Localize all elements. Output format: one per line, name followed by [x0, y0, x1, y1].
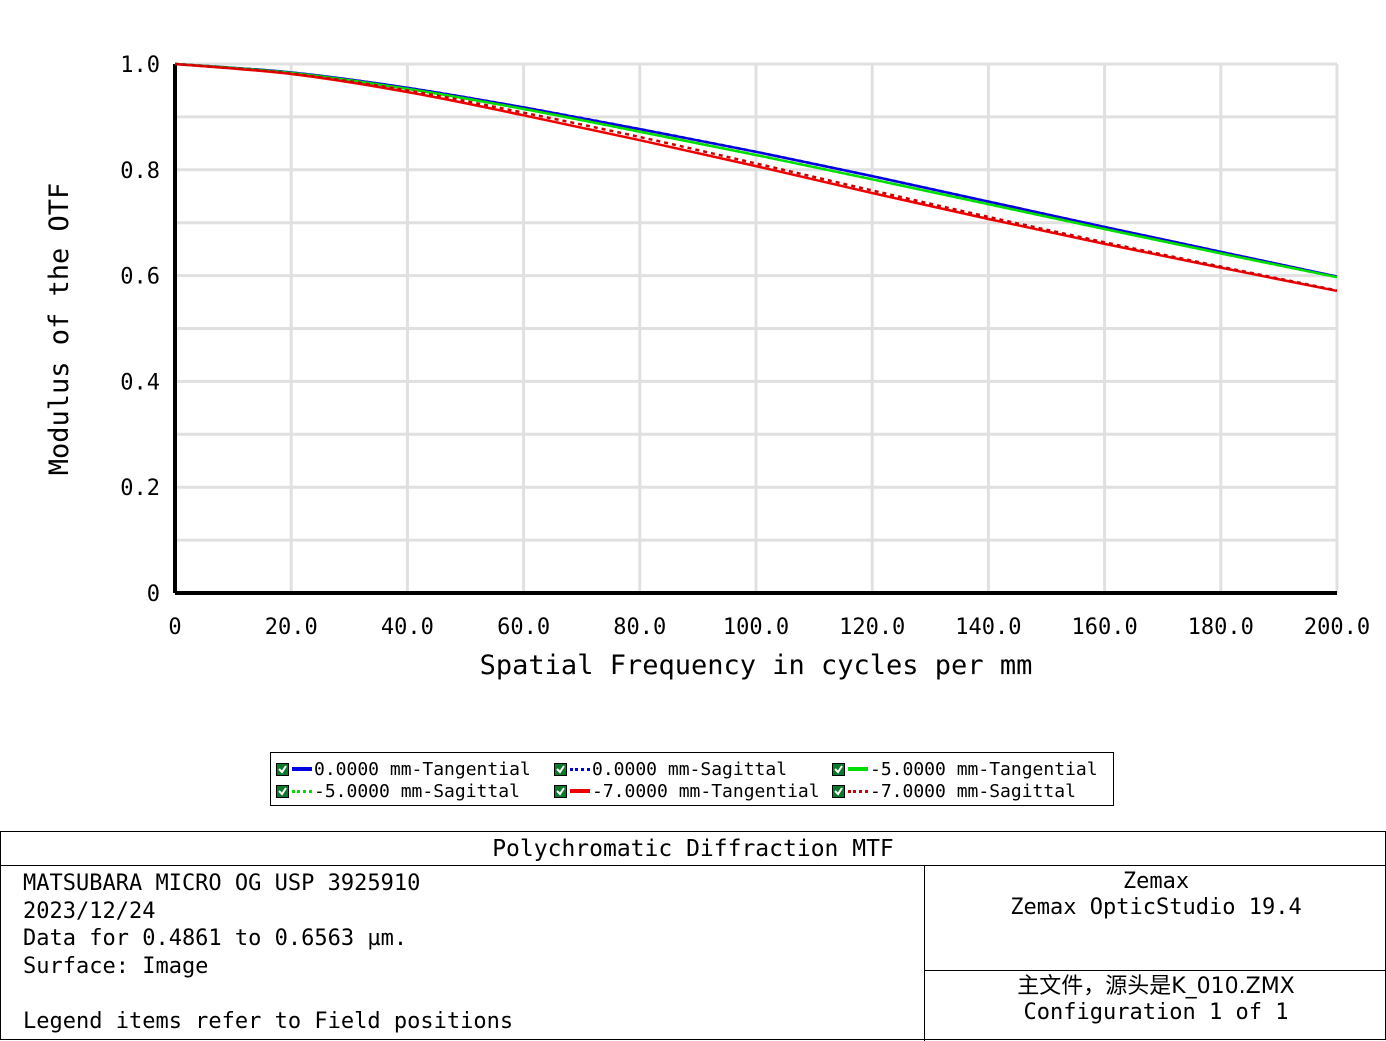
legend-swatch — [292, 767, 312, 771]
mtf-plot: 0 20.0 40.0 60.0 80.0 100.0 120.0 140.0 160.0 180… — [44, 53, 1370, 681]
software-info: Zemax Zemax OpticStudio 19.4 — [925, 866, 1386, 971]
x-tick-label: 20.0 — [265, 615, 318, 640]
plot-series — [174, 62, 1338, 293]
legend-item-4[interactable]: -7.0000 mm-Tangential — [554, 780, 820, 802]
y-tick-label: 0.8 — [120, 159, 160, 184]
date: 2023/12/24 — [23, 898, 156, 924]
legend-swatch — [848, 767, 868, 771]
info-details: MATSUBARA MICRO OG USP 3925910 2023/12/2… — [1, 866, 925, 1041]
checkbox-icon[interactable] — [832, 784, 845, 798]
info-panel: Polychromatic Diffraction MTF MATSUBARA … — [0, 831, 1386, 1041]
x-tick-label: 40.0 — [381, 615, 434, 640]
x-tick-label: 140.0 — [955, 615, 1021, 640]
series-line-2 — [174, 62, 1338, 279]
legend-label: -5.0000 mm-Tangential — [870, 758, 1098, 780]
x-tick-label: 120.0 — [839, 615, 905, 640]
configuration: Configuration 1 of 1 — [1023, 1000, 1289, 1025]
legend-label: 0.0000 mm-Sagittal — [592, 758, 788, 780]
checkbox-icon[interactable] — [276, 784, 289, 798]
legend-item-3[interactable]: -5.0000 mm-Sagittal — [276, 780, 520, 802]
checkbox-icon[interactable] — [276, 762, 289, 776]
x-tick-label: 0 — [168, 615, 181, 640]
plot-axes — [173, 64, 1337, 595]
legend-label: 0.0000 mm-Tangential — [314, 758, 531, 780]
checkbox-icon[interactable] — [832, 762, 845, 776]
legend-item-5[interactable]: -7.0000 mm-Sagittal — [832, 780, 1076, 802]
x-tick-label: 160.0 — [1071, 615, 1137, 640]
y-tick-label: 1.0 — [120, 53, 160, 78]
surface: Surface: Image — [23, 953, 209, 979]
legend-note: Legend items refer to Field positions — [23, 1008, 514, 1034]
lens-title: MATSUBARA MICRO OG USP 3925910 — [23, 871, 421, 896]
x-tick-label: 60.0 — [497, 615, 550, 640]
legend-swatch — [570, 789, 590, 793]
legend-swatch — [570, 767, 590, 771]
series-line-4 — [174, 62, 1338, 293]
y-tick-label: 0.6 — [120, 265, 160, 290]
legend-item-1[interactable]: 0.0000 mm-Sagittal — [554, 758, 788, 780]
legend-item-2[interactable]: -5.0000 mm-Tangential — [832, 758, 1098, 780]
tick-labels: 0 20.0 40.0 60.0 80.0 100.0 120.0 140.0 160.0 180… — [120, 53, 1370, 640]
y-axis-title: Modulus of the OTF — [44, 183, 75, 476]
x-tick-label: 80.0 — [613, 615, 666, 640]
file-name: 主文件，源头是K_010.ZMX — [1017, 974, 1295, 999]
y-tick-label: 0 — [147, 582, 160, 607]
x-axis-title: Spatial Frequency in cycles per mm — [480, 650, 1033, 681]
blank-line — [23, 980, 924, 1008]
legend: 0.0000 mm-Tangential 0.0000 mm-Sagittal … — [270, 752, 1114, 806]
software-version: Zemax OpticStudio 19.4 — [1010, 895, 1302, 920]
plot-grid — [173, 62, 1339, 595]
y-tick-label: 0.4 — [120, 370, 160, 395]
checkbox-icon[interactable] — [554, 784, 567, 798]
x-tick-label: 200.0 — [1304, 615, 1370, 640]
y-tick-label: 0.2 — [120, 476, 160, 501]
legend-swatch — [292, 789, 312, 793]
legend-item-0[interactable]: 0.0000 mm-Tangential — [276, 758, 531, 780]
file-info: 主文件，源头是K_010.ZMX Configuration 1 of 1 — [925, 971, 1386, 1041]
wavelength-range: Data for 0.4861 to 0.6563 µm. — [23, 926, 408, 951]
checkbox-icon[interactable] — [554, 762, 567, 776]
analysis-title: Polychromatic Diffraction MTF — [1, 832, 1385, 866]
legend-label: -5.0000 mm-Sagittal — [314, 780, 520, 802]
x-tick-label: 180.0 — [1188, 615, 1254, 640]
legend-label: -7.0000 mm-Sagittal — [870, 780, 1076, 802]
legend-swatch — [848, 789, 868, 793]
company-name: Zemax — [1122, 869, 1190, 894]
x-tick-label: 100.0 — [723, 615, 789, 640]
legend-label: -7.0000 mm-Tangential — [592, 780, 820, 802]
